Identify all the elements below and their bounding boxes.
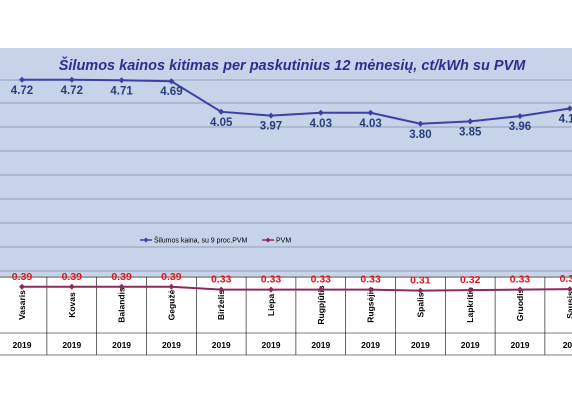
data-point	[19, 76, 25, 83]
month-label: Lapkritis	[465, 287, 475, 323]
month-label: Gegužė	[166, 289, 176, 320]
data-point	[317, 109, 324, 116]
data-label: 3.97	[260, 121, 282, 133]
data-point	[417, 287, 424, 294]
data-label: 0.33	[261, 274, 282, 286]
data-point	[68, 283, 75, 290]
category-axis: Vasaris Kovas Balandis Gegužė Birželis Liepa R…	[0, 276, 572, 356]
data-label: 0.33	[360, 274, 381, 286]
data-point	[367, 286, 374, 293]
data-label: 4.05	[210, 117, 233, 129]
data-label: 0.39	[12, 271, 33, 283]
data-label: 0.31	[410, 275, 431, 287]
month-label: Kovas	[67, 292, 77, 318]
year-label: 2019	[311, 340, 330, 350]
data-point	[566, 286, 572, 293]
data-label: 0.39	[161, 271, 182, 283]
month-label: Spalis	[415, 292, 425, 317]
year-label: 2019	[461, 340, 480, 350]
year-label: 202	[563, 340, 572, 350]
data-point	[517, 286, 523, 293]
series-layer: 4.72 4.72 4.71 4.69 4.05 3.97 4.03 4.03 3.80 3.85…	[11, 76, 572, 294]
data-label: 4.03	[310, 118, 332, 130]
data-point	[268, 112, 274, 119]
data-label: 0.34	[560, 273, 572, 285]
data-point	[218, 286, 225, 293]
data-point	[467, 287, 474, 294]
data-point	[68, 76, 75, 83]
month-label: Balandis	[117, 287, 127, 323]
data-point	[467, 118, 474, 125]
year-label: 2019	[62, 340, 81, 350]
year-label: 2019	[262, 340, 281, 350]
year-label: 2019	[212, 340, 231, 350]
month-label: Vasaris	[17, 290, 27, 320]
series-2: 0.39 0.39 0.39 0.39 0.33 0.33 0.33 0.33 0.31 0.32…	[12, 271, 572, 294]
data-label: 0.39	[111, 271, 132, 283]
data-point	[417, 120, 424, 127]
data-label: 4.12	[559, 113, 572, 125]
data-label: 4.72	[61, 85, 83, 97]
data-label: 0.39	[62, 271, 83, 283]
plot-area	[0, 48, 572, 276]
year-label: 2019	[361, 340, 380, 350]
data-label: 4.03	[359, 118, 381, 130]
data-label: 0.33	[311, 274, 332, 286]
year-label: 2019	[162, 340, 181, 350]
data-label: 4.72	[11, 85, 33, 97]
data-point	[168, 283, 175, 290]
year-label: 2019	[411, 340, 430, 350]
data-label: 0.32	[460, 274, 481, 286]
data-point	[317, 286, 324, 293]
data-label: 3.80	[409, 129, 431, 141]
data-label: 0.33	[510, 274, 531, 286]
month-label: Rugpjūtis	[316, 285, 326, 324]
legend-marker	[143, 237, 149, 243]
year-label: 2019	[511, 340, 530, 350]
month-label: Sausis	[565, 291, 572, 319]
month-label: Birželis	[216, 290, 226, 321]
series-line	[22, 78, 570, 125]
data-label: 3.96	[509, 121, 531, 133]
chart-title: Šilumos kainos kitimas per paskutinius 1…	[59, 56, 526, 74]
legend-label: PVM	[276, 238, 291, 245]
data-label: 4.71	[110, 85, 133, 97]
month-label: Rugsėjis	[366, 287, 376, 323]
data-label: 4.69	[160, 86, 182, 98]
data-label: 3.85	[459, 126, 482, 138]
data-point	[517, 113, 523, 120]
data-point	[118, 77, 125, 84]
data-label: 0.33	[211, 274, 232, 286]
data-point	[19, 283, 25, 290]
legend-marker	[265, 237, 271, 243]
year-label: 2019	[112, 340, 131, 350]
month-label: Gruodis	[515, 288, 525, 321]
data-point	[268, 286, 274, 293]
legend-label: Šilumos kaina, su 9 proc.PVM	[154, 236, 248, 245]
data-point	[168, 78, 175, 85]
data-point	[218, 108, 225, 115]
data-point	[118, 283, 125, 290]
series-line	[22, 285, 570, 292]
year-label: 2019	[13, 340, 32, 350]
legend: Šilumos kaina, su 9 proc.PVM PVM	[140, 236, 291, 245]
data-point	[367, 109, 374, 116]
month-label: Liepa	[266, 294, 276, 316]
series-1: 4.72 4.72 4.71 4.69 4.05 3.97 4.03 4.03 3.80 3.85…	[11, 76, 572, 141]
data-point	[566, 105, 572, 112]
